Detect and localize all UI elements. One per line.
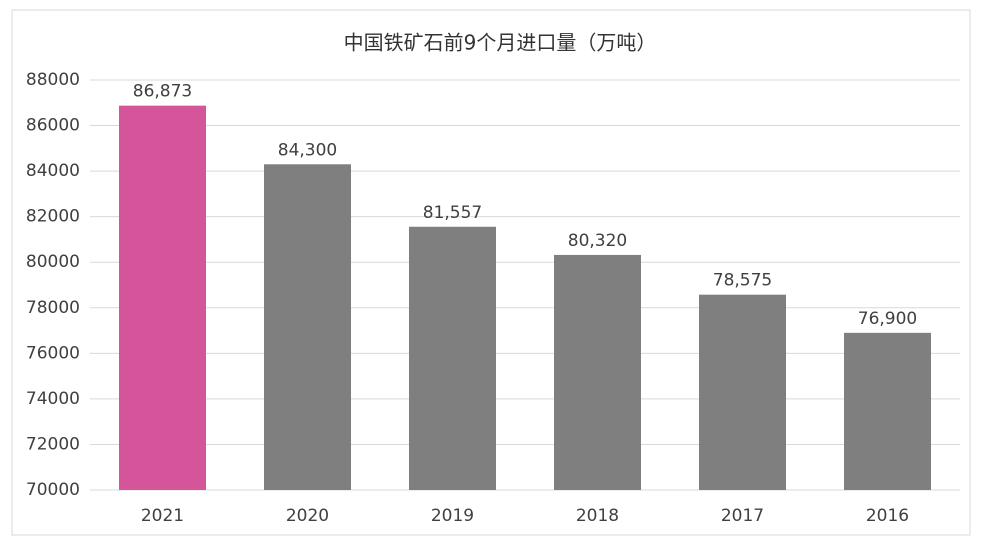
chart-title: 中国铁矿石前9个月进口量（万吨） xyxy=(344,31,657,55)
y-tick-label: 70000 xyxy=(26,480,80,500)
x-tick-label: 2016 xyxy=(866,506,909,526)
bar xyxy=(844,332,931,490)
data-label: 80,320 xyxy=(568,231,627,251)
data-label: 81,557 xyxy=(423,203,482,223)
y-tick-label: 74000 xyxy=(26,389,80,409)
x-tick-label: 2019 xyxy=(431,506,474,526)
bar xyxy=(409,226,496,491)
y-tick-label: 84000 xyxy=(26,161,80,181)
x-tick-label: 2021 xyxy=(141,506,184,526)
data-label: 78,575 xyxy=(713,271,772,291)
x-tick-label: 2018 xyxy=(576,506,619,526)
chart-border xyxy=(11,9,971,536)
y-tick-label: 80000 xyxy=(26,252,80,272)
data-label: 84,300 xyxy=(278,140,337,160)
bar xyxy=(264,164,351,490)
data-label: 86,873 xyxy=(133,82,192,102)
y-tick-label: 82000 xyxy=(26,207,80,227)
bar xyxy=(554,254,641,490)
y-tick-label: 76000 xyxy=(26,343,80,363)
bar xyxy=(119,105,206,490)
y-tick-label: 88000 xyxy=(26,70,80,90)
x-tick-label: 2017 xyxy=(721,506,764,526)
y-tick-label: 86000 xyxy=(26,116,80,136)
x-tick-label: 2020 xyxy=(286,506,329,526)
y-tick-label: 78000 xyxy=(26,298,80,318)
y-tick-label: 72000 xyxy=(26,434,80,454)
data-label: 76,900 xyxy=(858,309,917,329)
bar xyxy=(699,294,786,490)
